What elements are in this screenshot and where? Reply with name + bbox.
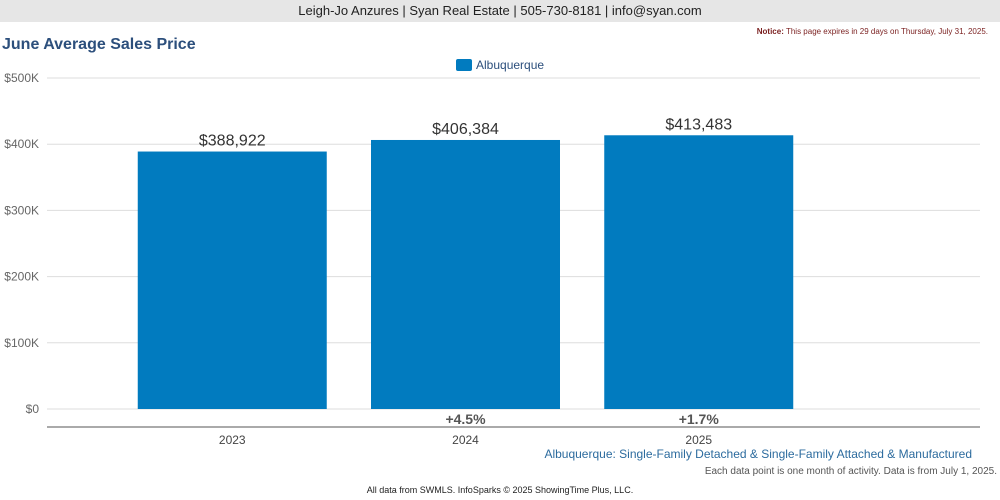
- chart-subtitle: Albuquerque: Single-Family Detached & Si…: [544, 447, 972, 461]
- contact-bar: Leigh-Jo Anzures | Syan Real Estate | 50…: [0, 0, 1000, 22]
- x-tick-label: 2023: [219, 433, 246, 447]
- bar[interactable]: [371, 139, 560, 409]
- chart-title: June Average Sales Price: [2, 36, 196, 53]
- y-tick-label: $100K: [4, 336, 39, 350]
- x-tick-label: 2024: [452, 433, 479, 447]
- bar[interactable]: [137, 151, 327, 409]
- x-tick-label: 2025: [685, 433, 712, 447]
- y-tick-label: $400K: [4, 137, 39, 151]
- footer-credit: All data from SWMLS. InfoSparks © 2025 S…: [366, 485, 634, 495]
- change-label: +1.7%: [679, 411, 720, 427]
- notice-label: Notice:: [756, 27, 784, 36]
- legend-swatch: [456, 59, 472, 71]
- bar[interactable]: [604, 135, 794, 409]
- change-label: +4.5%: [445, 411, 486, 427]
- y-tick-label: $300K: [4, 203, 39, 217]
- y-tick-label: $0: [26, 402, 40, 416]
- contact-text: Leigh-Jo Anzures | Syan Real Estate | 50…: [298, 3, 702, 18]
- bar-value-label: $413,483: [665, 116, 732, 133]
- bar-value-label: $388,922: [199, 133, 266, 150]
- notice-text: This page expires in 29 days on Thursday…: [785, 27, 988, 36]
- y-tick-label: $500K: [4, 71, 39, 85]
- chart-caption: Each data point is one month of activity…: [704, 466, 997, 477]
- expiry-notice: Notice: This page expires in 29 days on …: [757, 27, 988, 36]
- y-tick-label: $200K: [4, 270, 39, 284]
- legend[interactable]: Albuquerque: [456, 57, 544, 73]
- legend-label: Albuquerque: [476, 58, 545, 72]
- bar-value-label: $406,384: [432, 121, 499, 138]
